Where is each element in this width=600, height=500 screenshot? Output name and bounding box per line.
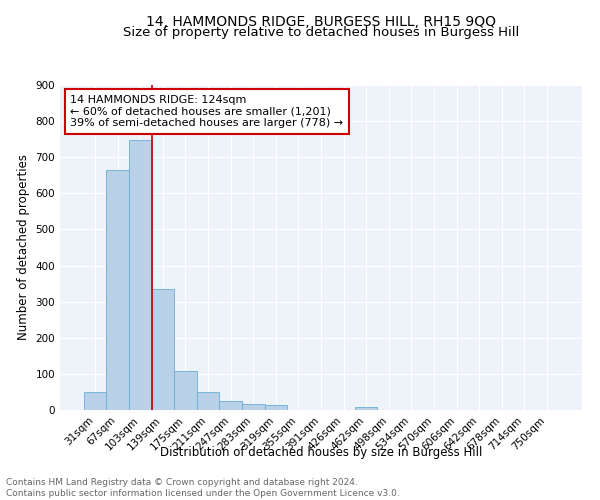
Bar	[152, 288, 174, 410]
Text: 14, HAMMONDS RIDGE, BURGESS HILL, RH15 9QQ: 14, HAMMONDS RIDGE, BURGESS HILL, RH15 9…	[146, 16, 496, 30]
Text: 14 HAMMONDS RIDGE: 124sqm
← 60% of detached houses are smaller (1,201)
39% of se: 14 HAMMONDS RIDGE: 124sqm ← 60% of detac…	[70, 94, 344, 128]
Bar	[242, 404, 265, 410]
Text: Distribution of detached houses by size in Burgess Hill: Distribution of detached houses by size …	[160, 446, 482, 459]
Bar	[197, 392, 220, 410]
Bar	[106, 170, 129, 410]
Bar	[84, 392, 106, 410]
Text: Size of property relative to detached houses in Burgess Hill: Size of property relative to detached ho…	[123, 26, 519, 39]
Y-axis label: Number of detached properties: Number of detached properties	[17, 154, 30, 340]
Bar	[174, 372, 197, 410]
Bar	[220, 401, 242, 410]
Text: Contains HM Land Registry data © Crown copyright and database right 2024.
Contai: Contains HM Land Registry data © Crown c…	[6, 478, 400, 498]
Bar	[355, 407, 377, 410]
Bar	[265, 406, 287, 410]
Bar	[129, 140, 152, 410]
